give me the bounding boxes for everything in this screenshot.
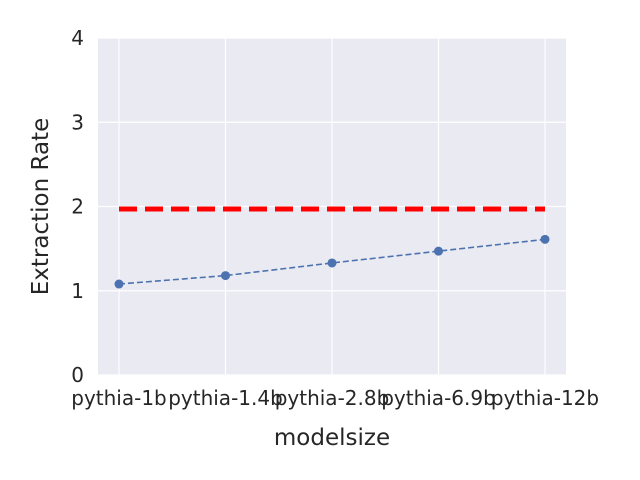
data-point [327,258,337,268]
x-gridlines [118,38,546,375]
y-tick-labels: 0 1 2 3 4 [71,26,84,387]
x-tick-label: pythia-1.4b [168,386,283,410]
x-axis-label: modelsize [274,425,390,451]
y-tick-label: 4 [71,26,84,50]
data-point [221,271,230,281]
data-point [114,279,124,289]
x-tick-label: pythia-12b [491,386,599,410]
y-tick-label: 1 [71,279,84,303]
series-line [118,238,546,285]
x-tick-label: pythia-2.8b [275,386,390,410]
y-tick-label: 3 [71,110,84,134]
x-tick-labels: pythia-1b pythia-1.4bpythia-2.8bpythia-6.… [71,386,599,410]
x-tick-label: pythia-6.9b [381,386,496,410]
data-point [434,246,443,256]
y-axis-label: Extraction Rate [28,118,54,295]
data-point [540,234,550,244]
series-layer [114,234,550,289]
x-tick-label: pythia-1b [71,386,167,410]
y-tick-label: 0 [71,363,84,387]
y-tick-label: 2 [71,195,84,219]
